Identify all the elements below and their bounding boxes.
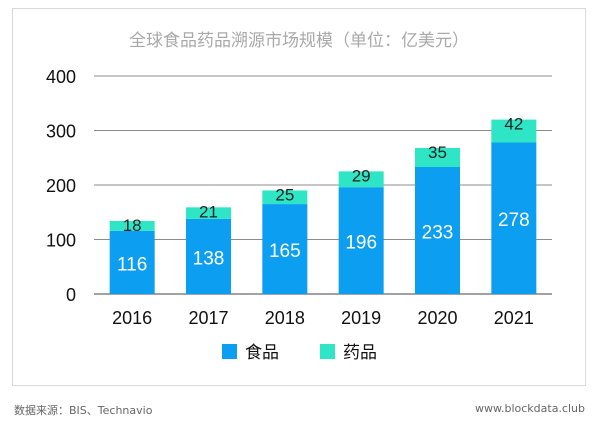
data-label: 25 — [275, 185, 294, 204]
x-tick-label: 2021 — [494, 308, 534, 328]
x-tick-label: 2017 — [188, 308, 228, 328]
data-label: 165 — [269, 241, 301, 262]
bar-food — [491, 142, 537, 294]
y-tick-label: 200 — [46, 176, 76, 196]
legend-swatch — [222, 344, 237, 359]
bar-food — [262, 204, 308, 294]
x-tick-label: 2018 — [265, 308, 305, 328]
y-tick-label: 300 — [46, 122, 76, 142]
bar-medicine — [262, 190, 308, 205]
legend-label: 药品 — [343, 343, 377, 363]
data-label: 18 — [123, 216, 142, 235]
site-url: www.blockdata.club — [475, 402, 585, 415]
x-tick-label: 2019 — [341, 308, 381, 328]
legend-label: 食品 — [245, 343, 279, 363]
data-source: 数据来源：BIS、Technavio — [14, 404, 153, 417]
data-label: 278 — [498, 210, 530, 231]
bar-medicine — [186, 207, 231, 219]
bar-medicine — [109, 220, 155, 231]
bar-food — [109, 230, 155, 294]
bar-food — [186, 218, 231, 294]
data-label: 42 — [504, 115, 523, 134]
data-label: 138 — [193, 248, 225, 269]
y-tick-label: 100 — [46, 231, 76, 251]
data-label: 29 — [352, 166, 371, 185]
data-label: 233 — [422, 223, 454, 244]
data-label: 21 — [199, 202, 218, 221]
bar-food — [415, 167, 460, 294]
x-tick-label: 2020 — [417, 308, 457, 328]
data-label: 35 — [428, 143, 447, 162]
bar-medicine — [338, 171, 384, 188]
y-tick-label: 400 — [46, 67, 76, 87]
data-label: 196 — [345, 233, 377, 254]
y-tick-label: 0 — [66, 285, 76, 305]
x-tick-label: 2016 — [112, 308, 152, 328]
bar-medicine — [415, 147, 460, 168]
data-label: 116 — [117, 254, 147, 275]
bar-food — [338, 187, 384, 294]
chart-title: 全球食品药品溯源市场规模（单位：亿美元） — [129, 31, 469, 51]
legend-swatch — [320, 344, 335, 359]
bar-medicine — [491, 119, 537, 143]
